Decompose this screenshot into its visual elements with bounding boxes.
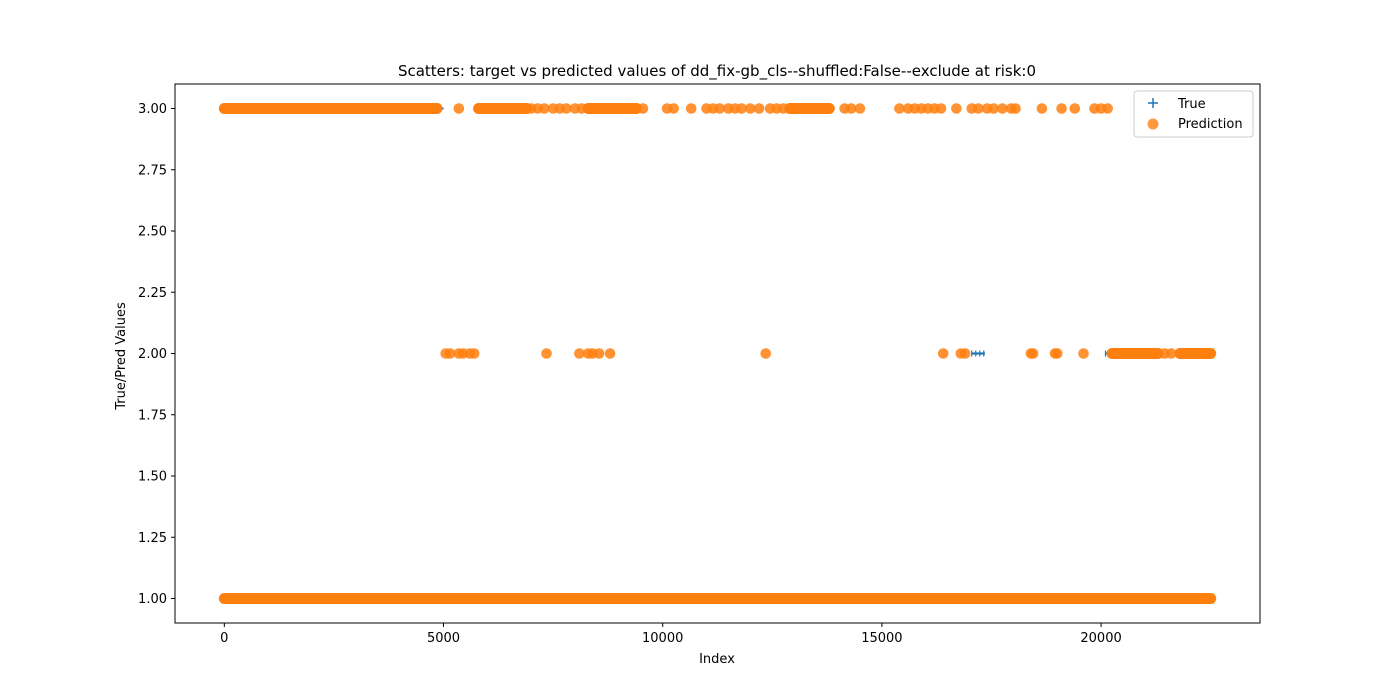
y-tick-label: 1.50 [138,470,167,485]
prediction-point [745,103,756,114]
prediction-point [1069,103,1081,114]
prediction-point [937,348,949,359]
y-tick-label: 1.75 [138,408,167,423]
prediction-point [951,103,962,114]
prediction-point [1051,348,1063,359]
prediction-point [736,103,747,114]
prediction-point [714,103,725,114]
prediction-point [637,103,649,114]
prediction-point [845,103,857,114]
y-tick-label: 1.25 [138,531,167,546]
prediction-point [1102,103,1113,114]
x-tick-label: 20000 [1080,631,1121,646]
prediction-point [576,103,587,114]
prediction-point [468,348,480,359]
x-tick-label: 10000 [642,631,683,646]
prediction-point [935,103,947,114]
prediction-point [1165,348,1177,359]
legend: True Prediction [1133,90,1254,138]
y-tick-label: 2.25 [138,286,167,301]
y-tick-label: 1.00 [138,592,167,607]
prediction-point [753,103,765,114]
x-tick-label: 5000 [427,631,460,646]
y-axis-ticks: 1.00 1.25 1.50 1.75 2.00 2.25 2.50 2.75 3.00 [138,102,175,607]
prediction-point [453,103,465,114]
prediction-point [1027,348,1039,359]
prediction-point [541,348,552,359]
legend-prediction-marker [1147,118,1159,130]
prediction-point [973,103,984,114]
y-tick-label: 2.00 [138,347,167,362]
prediction-point [1010,103,1021,114]
prediction-point [854,103,866,114]
legend-true-label: True [1177,97,1206,112]
prediction-point [604,348,616,359]
prediction-point [777,103,789,114]
y-axis-label: True/Pred Values [114,302,129,411]
prediction-point [668,103,679,114]
y-tick-label: 3.00 [138,102,167,117]
legend-true-marker [1148,98,1158,108]
prediction-point [988,103,999,114]
prediction-point [1056,103,1067,114]
prediction-point [997,103,1008,114]
x-axis-label: Index [699,652,735,667]
prediction-point [894,103,905,114]
prediction-point [1078,348,1089,359]
legend-prediction-label: Prediction [1178,117,1243,132]
x-tick-label: 15000 [861,631,902,646]
prediction-point [574,348,585,359]
x-tick-label: 0 [220,631,228,646]
prediction-point [444,348,456,359]
legend-box [1133,90,1254,138]
prediction-point [560,103,572,114]
prediction-point [593,348,605,359]
prediction-point [760,348,772,359]
prediction-point [959,348,971,359]
y-tick-label: 2.50 [138,225,167,240]
chart-title: Scatters: target vs predicted values of … [398,62,1036,81]
x-axis-ticks: 0 5000 10000 15000 20000 [220,623,1122,646]
prediction-point [539,103,550,114]
series-prediction-layer [218,103,1217,604]
prediction-point [685,103,697,114]
prediction-point [1036,103,1048,114]
y-tick-label: 2.75 [138,163,167,178]
